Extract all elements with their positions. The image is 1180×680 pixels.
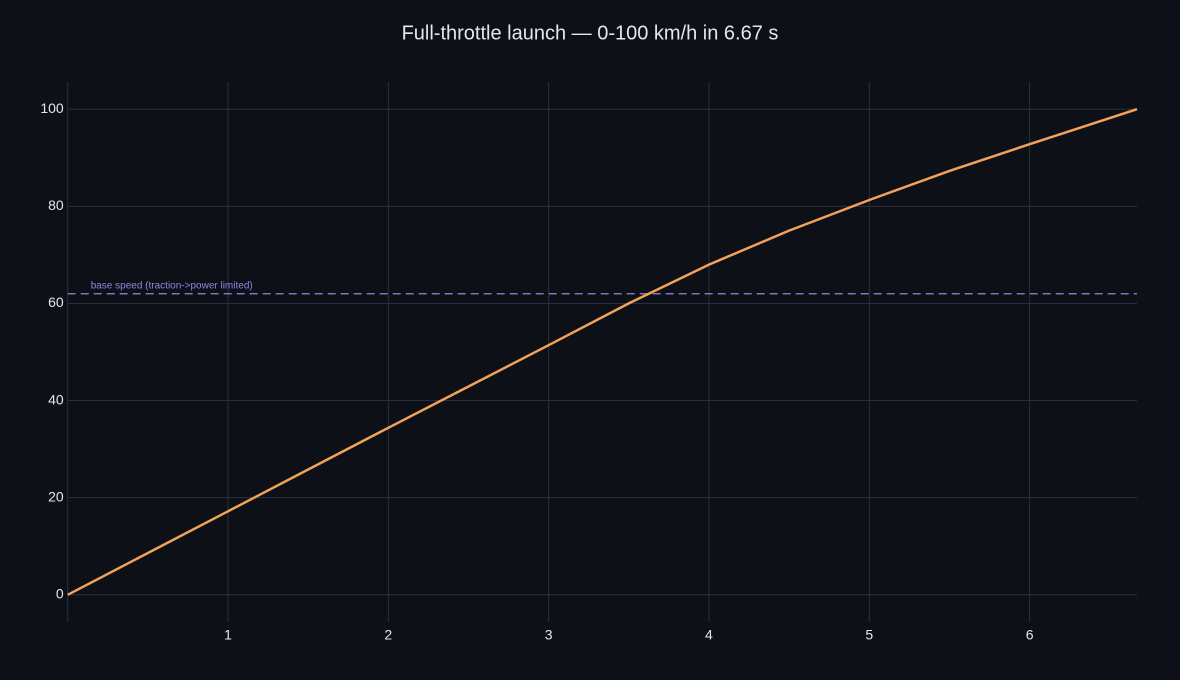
- x-tick-label: 5: [865, 627, 873, 643]
- x-tick-label: 1: [224, 627, 232, 643]
- y-tick-label: 20: [48, 488, 64, 504]
- y-tick-label: 80: [48, 197, 64, 213]
- y-tick-label: 40: [48, 391, 64, 407]
- x-tick-label: 2: [384, 627, 392, 643]
- series-line: [67, 108, 1138, 596]
- x-tick-label: 4: [705, 627, 713, 643]
- reference-label: base speed (traction->power limited): [91, 280, 253, 291]
- chart-title: Full-throttle launch — 0-100 km/h in 6.6…: [402, 22, 779, 44]
- x-tick-label: 3: [545, 627, 553, 643]
- y-tick-label: 60: [48, 294, 64, 310]
- y-tick-label: 0: [56, 586, 64, 602]
- x-tick-label: 6: [1026, 627, 1034, 643]
- y-tick-label: 100: [40, 100, 64, 116]
